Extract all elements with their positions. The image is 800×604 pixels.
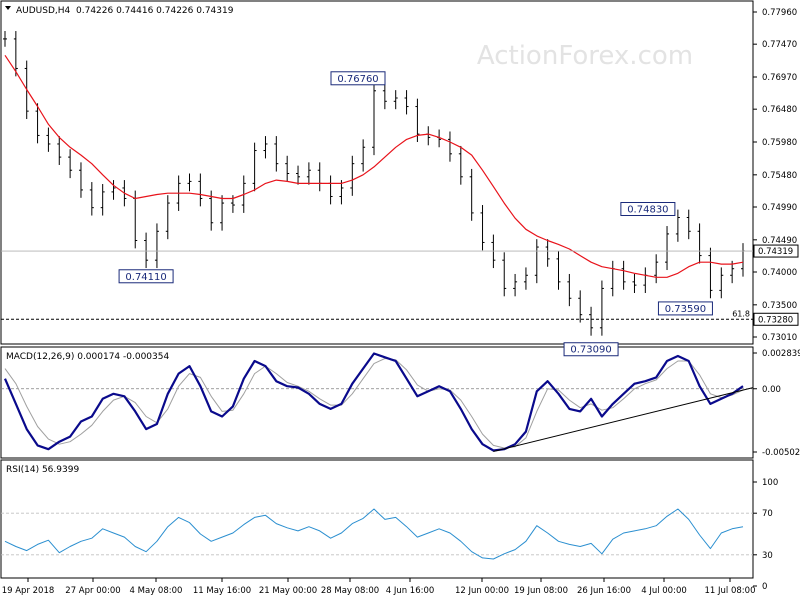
- watermark-text: ActionForex.com: [477, 41, 693, 71]
- macd-line: [3, 352, 744, 452]
- time-axis-label: 4 Jun 16:00: [386, 586, 435, 596]
- time-axis-label: 11 May 16:00: [193, 586, 251, 596]
- price-axis-label: 0.77470: [762, 40, 797, 50]
- price-annotation-box: [330, 71, 386, 86]
- current-price-tag-label: 0.74319: [758, 247, 793, 257]
- level-price-tag: [753, 312, 799, 326]
- current-price-tag: [753, 244, 799, 258]
- price-panel-frame: [0, 0, 754, 345]
- rsi-axis-label: 30: [762, 551, 773, 561]
- time-axis-label: 4 Jul 00:00: [641, 586, 687, 596]
- moving-average-line: [4, 54, 744, 278]
- time-axis-label: 4 May 08:00: [130, 586, 183, 596]
- price-axis-label: 0.77960: [762, 8, 797, 18]
- macd-axis-label: 0.00: [762, 385, 781, 395]
- rsi-title: RSI(14) 56.9399: [6, 465, 79, 475]
- price-annotation-label: 0.73090: [570, 345, 611, 356]
- price-annotation-box: [620, 202, 676, 217]
- price-axis-label: 0.73500: [762, 301, 797, 311]
- time-axis-label: 12 Jun 00:00: [455, 586, 509, 596]
- dropdown-icon[interactable]: [5, 6, 11, 10]
- price-annotation-label: 0.76760: [337, 74, 378, 85]
- time-axis-label: 19 Jun 08:00: [514, 586, 568, 596]
- price-axis-label: 0.76970: [762, 73, 797, 83]
- macd-panel-frame: [0, 346, 754, 459]
- rsi-line: [4, 508, 744, 560]
- ohlc-label: 0.74226 0.74416 0.74226 0.74319: [76, 6, 234, 16]
- rsi-axis-label: 70: [762, 509, 773, 519]
- rsi-axis-label: 100: [762, 478, 778, 488]
- price-axis-label: 0.74000: [762, 268, 797, 278]
- rsi-panel-frame: [0, 459, 754, 579]
- symbol-label: AUDUSD,H4: [16, 6, 71, 16]
- fib-level-label: 61.8: [732, 309, 750, 318]
- macd-signal-line: [4, 358, 744, 449]
- price-axis-label: 0.75980: [762, 138, 797, 148]
- time-axis-label: 19 Apr 2018: [2, 586, 55, 596]
- price-axis-label: 0.73010: [762, 333, 797, 343]
- price-annotation-box: [563, 342, 619, 357]
- price-axis-label: 0.74490: [762, 236, 797, 246]
- macd-title: MACD(12,26,9) 0.000174 -0.000354: [6, 352, 169, 362]
- time-axis-label: 28 May 08:00: [321, 586, 379, 596]
- macd-trendline: [493, 387, 754, 452]
- rsi-axis-label: 0: [762, 582, 767, 592]
- price-annotation-label: 0.73590: [665, 304, 706, 315]
- time-axis-label: 26 Jun 16:00: [577, 586, 631, 596]
- price-axis-label: 0.76480: [762, 105, 797, 115]
- time-axis-label: 27 Apr 00:00: [65, 586, 120, 596]
- price-annotation-label: 0.74830: [627, 205, 668, 216]
- price-axis-label: 0.75480: [762, 171, 797, 181]
- time-axis-label: 21 May 00:00: [259, 586, 317, 596]
- time-axis-label: 11 Jul 08:00: [705, 586, 756, 596]
- price-axis-label: 0.74990: [762, 203, 797, 213]
- level-price-tag-label: 0.73280: [758, 315, 793, 325]
- macd-axis-label: 0.002839: [762, 349, 800, 359]
- price-annotation-box: [118, 269, 174, 284]
- price-annotation-box: [657, 301, 713, 316]
- price-annotation-label: 0.74110: [125, 272, 166, 283]
